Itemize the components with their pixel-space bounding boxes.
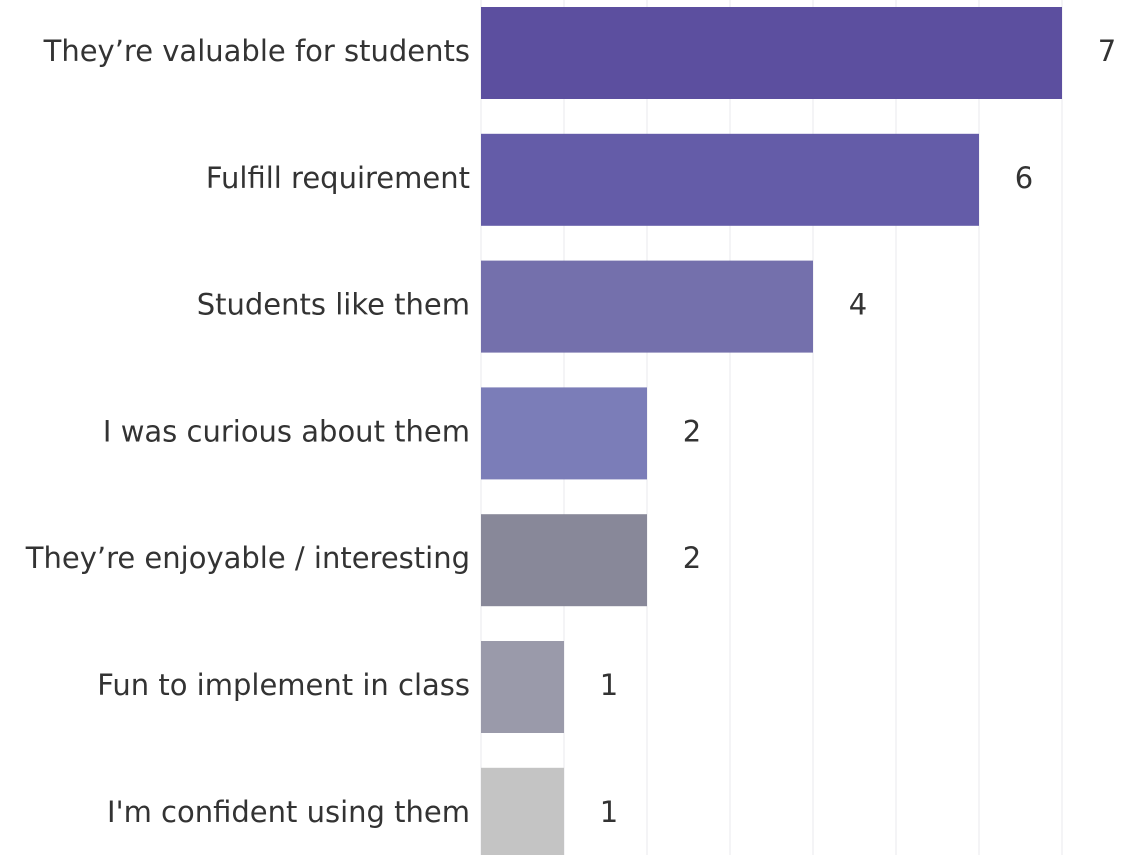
value-label: 4 [849, 288, 867, 322]
bar [481, 641, 564, 733]
category-label: I'm confident using them [107, 795, 470, 829]
value-label: 2 [683, 414, 701, 448]
category-label: They’re valuable for students [43, 34, 470, 68]
category-label: Fun to implement in class [97, 668, 470, 702]
bar [481, 514, 647, 607]
bar [481, 767, 564, 855]
bar [481, 387, 647, 480]
value-label: 6 [1015, 161, 1033, 195]
bar [481, 7, 1062, 99]
value-label: 1 [600, 668, 618, 702]
value-label: 2 [683, 541, 701, 575]
category-label: Students like them [197, 288, 470, 322]
category-label: They’re enjoyable / interesting [25, 541, 470, 575]
value-label: 1 [600, 795, 618, 829]
value-label: 7 [1098, 34, 1116, 68]
bar [481, 133, 979, 226]
category-label: Fulfill requirement [206, 161, 470, 195]
category-label: I was curious about them [103, 414, 470, 448]
bar [481, 260, 813, 353]
